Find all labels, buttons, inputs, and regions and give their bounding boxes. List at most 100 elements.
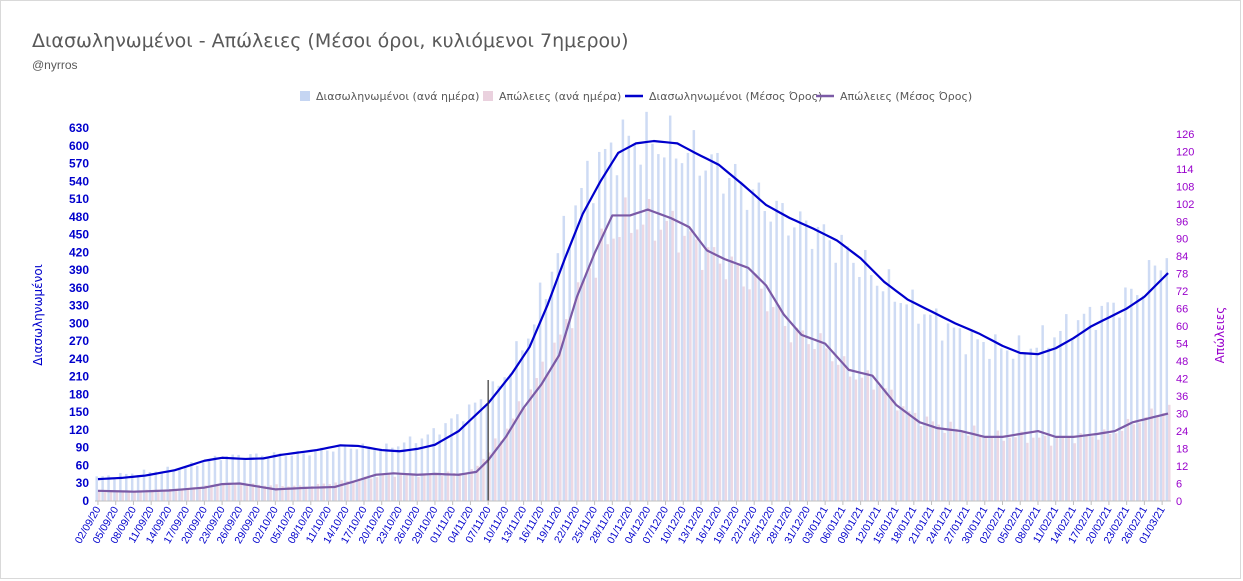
deaths-bar (364, 476, 367, 501)
y-right-tick-label: 108 (1176, 181, 1194, 193)
deaths-bar (635, 229, 639, 502)
deaths-bar (653, 240, 657, 502)
deaths-bar (440, 476, 444, 501)
intubated-bar (450, 418, 453, 501)
deaths-bar (458, 473, 462, 501)
intubated-bar (308, 455, 311, 501)
intubated-bar (615, 175, 619, 501)
deaths-bar (222, 484, 225, 501)
intubated-bar (1005, 350, 1009, 501)
intubated-bar (609, 142, 613, 502)
y-left-tick-label: 540 (69, 174, 89, 188)
y-right-tick-label: 90 (1176, 234, 1188, 246)
deaths-bar (949, 421, 952, 501)
intubated-bar (639, 164, 642, 501)
intubated-bar (663, 157, 666, 501)
deaths-bar (553, 342, 556, 501)
deaths-bar (777, 305, 781, 501)
intubated-bar (728, 178, 731, 501)
deaths-bar (263, 485, 266, 501)
deaths-bar (162, 489, 166, 501)
intubated-bar (562, 215, 566, 501)
intubated-bar (184, 467, 187, 501)
y-left-tick-label: 0 (82, 494, 89, 508)
deaths-bar (393, 476, 397, 501)
deaths-bar (860, 377, 864, 501)
intubated-bar (290, 455, 294, 501)
deaths-bar (925, 416, 929, 501)
intubated-average-line (97, 139, 1169, 481)
deaths-bar (683, 235, 686, 502)
deaths-bar (417, 476, 420, 501)
intubated-bar (166, 466, 169, 501)
intubated-bar (733, 163, 737, 502)
deaths-bar (316, 483, 320, 501)
intubated-bar (1136, 295, 1139, 501)
legend-swatch (300, 91, 310, 101)
deaths-bar (795, 327, 799, 501)
deaths-bar (665, 220, 668, 501)
intubated-bar (1017, 335, 1021, 501)
deaths-bar (186, 488, 190, 501)
deaths-bar (405, 473, 408, 501)
deaths-bar (813, 349, 816, 501)
deaths-bar (204, 485, 207, 501)
intubated-bar (668, 115, 672, 502)
intubated-bar (751, 189, 755, 501)
y-axis-right-label: Απώλειες (1213, 307, 1227, 364)
deaths-bar (582, 279, 586, 501)
deaths-bar (1037, 437, 1041, 501)
intubated-bar (326, 450, 329, 501)
intubated-bar (1130, 288, 1133, 501)
y-left-tick-label: 180 (69, 387, 89, 401)
y-left-tick-label: 570 (69, 157, 89, 171)
deaths-bar (576, 282, 580, 501)
deaths-bar (1097, 439, 1100, 501)
deaths-bar (907, 411, 911, 501)
intubated-bar (190, 462, 193, 501)
deaths-bar (157, 490, 160, 501)
deaths-bar (464, 473, 467, 501)
deaths-bar (287, 486, 290, 501)
intubated-bar (1100, 305, 1104, 501)
intubated-bar (934, 308, 938, 501)
intubated-bar (822, 224, 826, 501)
intubated-bar (982, 342, 985, 501)
chart-subtitle: @nyrros (32, 58, 78, 72)
intubated-bar (574, 205, 577, 501)
intubated-bar (988, 358, 991, 501)
intubated-bar (887, 269, 891, 501)
intubated-bar (130, 473, 134, 501)
intubated-bar (284, 456, 288, 501)
deaths-bar (216, 484, 219, 501)
y-right-tick-label: 48 (1176, 356, 1188, 368)
deaths-bar (588, 268, 592, 501)
deaths-bar (848, 376, 852, 501)
deaths-bar (304, 487, 308, 501)
intubated-bar (343, 444, 347, 501)
deaths-bar (446, 471, 450, 501)
intubated-bar (621, 119, 625, 501)
intubated-bar (603, 148, 607, 502)
intubated-bar (657, 154, 660, 501)
intubated-bar (946, 323, 950, 501)
deaths-bar (228, 482, 231, 501)
y-right-tick-label: 0 (1176, 496, 1182, 508)
y-left-tick-label: 210 (69, 370, 89, 384)
y-right-tick-label: 12 (1176, 461, 1188, 473)
chart-legend: Διασωληνωμένοι (ανά ημέρα) Απώλειες (ανά … (300, 90, 972, 103)
deaths-bar (352, 480, 355, 501)
intubated-bar (958, 328, 962, 501)
y-right-tick-label: 6 (1176, 479, 1182, 491)
intubated-bar (1035, 347, 1038, 501)
intubated-bar (148, 472, 152, 501)
deaths-bar (151, 491, 154, 501)
deaths-bar (1150, 408, 1153, 501)
deaths-bar (340, 480, 343, 501)
deaths-bar (109, 492, 113, 501)
y-left-tick-label: 450 (69, 228, 89, 242)
intubated-bar (432, 428, 435, 501)
deaths-bar (612, 238, 615, 501)
deaths-bar (423, 473, 426, 501)
deaths-bar (718, 263, 722, 501)
